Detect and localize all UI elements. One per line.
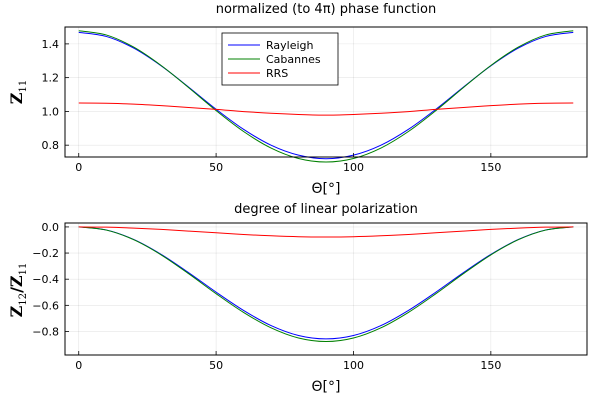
series-line-rrs: [78, 226, 574, 238]
ticks: 0 50 100 150 0.0 −0.2 −0.4 −0.6 −0.8: [32, 221, 501, 372]
y-axis-label: Z11: [7, 80, 29, 104]
plot-frame: [64, 222, 588, 356]
ticks: 0 50 100 150 0.8 1.0 1.2 1.4: [42, 38, 502, 174]
legend: Rayleigh Cabannes RRS: [221, 32, 339, 86]
series-line-rayleigh: [78, 226, 574, 340]
series-line-cabannes: [78, 226, 574, 343]
x-tick-label: 100: [343, 161, 364, 174]
y-tick-label: −0.2: [32, 247, 59, 260]
phase-function-plot: normalized (to 4π) phase function 0 50 100…: [7, 2, 588, 197]
legend-label-rayleigh: Rayleigh: [266, 39, 314, 52]
series-group: [78, 226, 574, 343]
plot-title: normalized (to 4π) phase function: [216, 2, 436, 17]
y-axis-label-sub: 11: [18, 80, 29, 93]
grid: [65, 223, 587, 355]
x-axis-label: Θ[°]: [312, 379, 341, 395]
y-tick-label: −0.4: [32, 273, 59, 286]
legend-label-cabannes: Cabannes: [266, 53, 321, 66]
plot-title: degree of linear polarization: [234, 202, 418, 217]
y-tick-label: −0.6: [32, 299, 59, 312]
linear-polarization-plot: degree of linear polarization 0 50 100 1500…: [7, 202, 588, 395]
y-axis-label-main: Z: [7, 305, 26, 317]
y-axis-label-slash: /: [7, 287, 26, 293]
y-axis-label: Z12/Z11: [7, 263, 29, 318]
x-tick-label: 0: [75, 359, 82, 372]
series-line-cabannes: [78, 30, 574, 163]
y-tick-label: 1.4: [42, 38, 60, 51]
y-tick-label: −0.8: [32, 325, 59, 338]
y-axis-label-sub-numerator: 12: [18, 293, 29, 306]
legend-label-rrs: RRS: [266, 67, 288, 80]
series-group: [78, 30, 574, 163]
y-tick-label: 0.8: [42, 139, 60, 152]
y-axis-label-main: Z: [7, 92, 26, 104]
plot-frame: [64, 26, 588, 158]
x-tick-label: 0: [75, 161, 82, 174]
y-axis-label-sub-denominator: 11: [18, 263, 29, 276]
series-line-rrs: [78, 102, 574, 116]
y-tick-label: 1.0: [42, 105, 60, 118]
x-tick-label: 100: [343, 359, 364, 372]
y-tick-label: 0.0: [42, 221, 60, 234]
x-tick-label: 50: [209, 161, 223, 174]
y-tick-label: 1.2: [42, 72, 60, 85]
y-axis-label-main-2: Z: [7, 275, 26, 287]
x-tick-label: 150: [480, 359, 501, 372]
x-tick-label: 50: [209, 359, 223, 372]
x-tick-label: 150: [480, 161, 501, 174]
x-axis-label: Θ[°]: [312, 181, 341, 197]
